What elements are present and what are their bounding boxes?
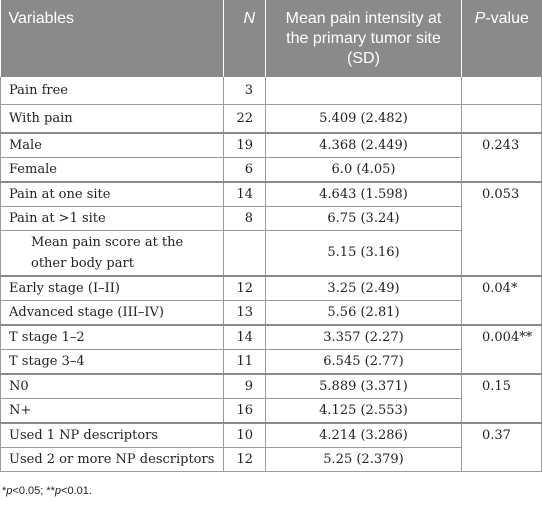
cell-p-value: 0.04* (461, 275, 542, 326)
cell-variable: Early stage (I–II) (0, 275, 224, 301)
cell-n: 12 (223, 275, 266, 301)
header-mean-pain: Mean pain intensity at the primary tumor… (265, 0, 462, 77)
footnote-p-2: p (54, 485, 62, 497)
cell-mean: 5.889 (3.371) (265, 373, 462, 399)
cell-variable: Pain free (0, 77, 224, 105)
cell-p-value: 0.15 (461, 373, 542, 424)
cell-variable: Male (0, 132, 224, 158)
table-row: N0 9 5.889 (3.371) 0.15 (0, 373, 542, 424)
table-row: Pain free 3 (0, 77, 542, 105)
header-variables: Variables (0, 0, 224, 77)
cell-n: 3 (223, 77, 266, 105)
footnote-p-1: p (6, 485, 13, 497)
cell-p-value: 0.004** (461, 324, 542, 375)
data-table: Variables N Mean pain intensity at the p… (0, 0, 542, 472)
cell-n: 9 (223, 373, 266, 399)
table-row: With pain 22 5.409 (2.482) (0, 104, 542, 134)
cell-mean: 6.75 (3.24) (265, 206, 462, 231)
table-body: Pain free 3 With pain 22 5.409 (2.482) M… (0, 77, 542, 472)
table-row: Early stage (I–II) 12 3.25 (2.49) 0.04* (0, 275, 542, 326)
cell-p-value (461, 104, 542, 134)
cell-variable: N0 (0, 373, 224, 399)
header-n: N (223, 0, 266, 77)
header-p-italic: P (474, 10, 486, 27)
table-row: Used 1 NP descriptors 10 4.214 (3.286) 0… (0, 422, 542, 472)
cell-mean: 5.25 (2.379) (265, 447, 462, 472)
cell-variable: T stage 1–2 (0, 324, 224, 350)
cell-variable: Advanced stage (III–IV) (0, 300, 224, 326)
table-container: Variables N Mean pain intensity at the p… (0, 0, 542, 472)
table-footnote: *p<0.05; **p<0.01. (2, 485, 92, 497)
cell-n: 10 (223, 422, 266, 448)
table-row: T stage 3–4 11 6.545 (2.77) (0, 349, 542, 375)
header-p-suffix: -value (485, 10, 529, 27)
cell-n: 22 (223, 104, 266, 134)
cell-mean: 4.125 (2.553) (265, 398, 462, 424)
cell-variable: Mean pain score at the other body part (0, 230, 224, 277)
cell-mean: 6.545 (2.77) (265, 349, 462, 375)
cell-variable: Used 1 NP descriptors (0, 422, 224, 448)
cell-p-value (461, 77, 542, 105)
table-row: Pain at one site 14 4.643 (1.598) 0.053 (0, 181, 542, 277)
cell-n: 19 (223, 132, 266, 158)
table-row: Mean pain score at the other body part 5… (0, 230, 542, 277)
cell-n: 12 (223, 447, 266, 472)
header-row: Variables N Mean pain intensity at the p… (0, 0, 542, 77)
table-row: N+ 16 4.125 (2.553) (0, 398, 542, 424)
cell-variable: Female (0, 157, 224, 183)
cell-mean: 3.357 (2.27) (265, 324, 462, 350)
cell-mean: 5.15 (3.16) (265, 230, 462, 277)
footnote-star-2: ** (46, 485, 55, 497)
cell-mean: 3.25 (2.49) (265, 275, 462, 301)
table-header: Variables N Mean pain intensity at the p… (0, 0, 542, 77)
cell-mean: 4.643 (1.598) (265, 181, 462, 207)
cell-n: 8 (223, 206, 266, 231)
footnote-text-2: <0.01. (61, 485, 92, 497)
cell-n: 13 (223, 300, 266, 326)
table-row: Male 19 4.368 (2.449) 0.243 (0, 132, 542, 183)
cell-variable: Pain at >1 site (0, 206, 224, 231)
cell-p-value: 0.243 (461, 132, 542, 183)
cell-n (223, 230, 266, 277)
cell-mean: 6.0 (4.05) (265, 157, 462, 183)
cell-mean: 5.56 (2.81) (265, 300, 462, 326)
cell-mean (265, 77, 462, 105)
header-p-value: P-value (461, 0, 542, 77)
table-row: Female 6 6.0 (4.05) (0, 157, 542, 183)
table-row: Pain at >1 site 8 6.75 (3.24) (0, 206, 542, 231)
cell-variable: With pain (0, 104, 224, 134)
footnote-star-1: * (2, 485, 7, 497)
table-row: T stage 1–2 14 3.357 (2.27) 0.004** (0, 324, 542, 375)
cell-mean: 4.368 (2.449) (265, 132, 462, 158)
table-row: Used 2 or more NP descriptors 12 5.25 (2… (0, 447, 542, 472)
cell-mean: 5.409 (2.482) (265, 104, 462, 134)
cell-n: 16 (223, 398, 266, 424)
cell-n: 6 (223, 157, 266, 183)
cell-n: 11 (223, 349, 266, 375)
table-row: Advanced stage (III–IV) 13 5.56 (2.81) (0, 300, 542, 326)
cell-variable: Used 2 or more NP descriptors (0, 447, 224, 472)
cell-n: 14 (223, 181, 266, 207)
cell-variable: T stage 3–4 (0, 349, 224, 375)
cell-variable: Pain at one site (0, 181, 224, 207)
footnote-text-1: <0.05; (12, 485, 47, 497)
cell-mean: 4.214 (3.286) (265, 422, 462, 448)
cell-p-value: 0.053 (461, 181, 542, 277)
cell-n: 14 (223, 324, 266, 350)
cell-p-value: 0.37 (461, 422, 542, 472)
cell-variable: N+ (0, 398, 224, 424)
